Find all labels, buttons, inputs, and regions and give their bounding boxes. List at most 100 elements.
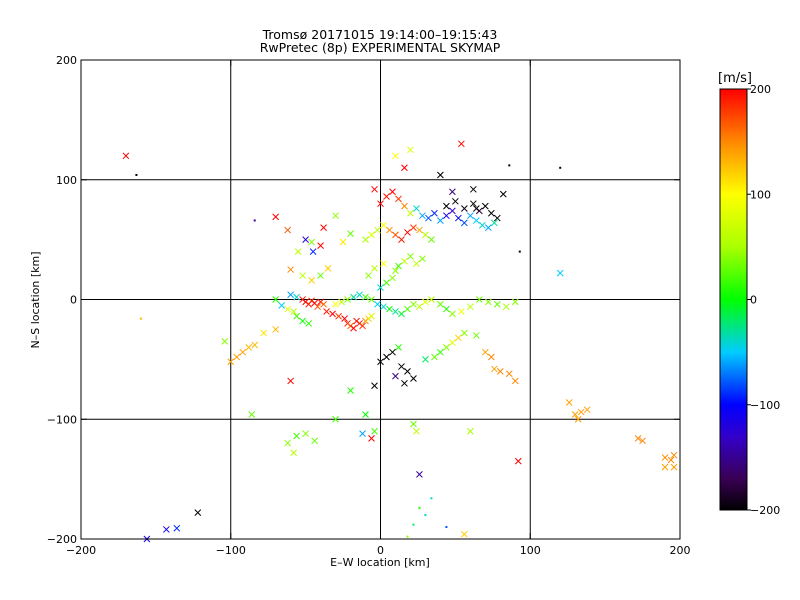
cross-stroke — [484, 224, 492, 232]
colorbar: 200 100 0 −100 −200 — [719, 83, 780, 517]
cross-stroke — [410, 224, 417, 232]
cross-stroke — [308, 276, 315, 284]
data-point-cross — [221, 338, 229, 345]
data-point-cross — [437, 300, 444, 308]
cross-stroke — [634, 435, 642, 442]
cross-stroke — [407, 146, 414, 154]
cross-stroke — [284, 226, 292, 234]
data-point-cross — [410, 375, 417, 382]
cross-stroke — [452, 197, 459, 205]
cross-stroke — [437, 217, 444, 224]
data-point-cross — [449, 339, 456, 346]
data-point-cross — [493, 300, 501, 308]
cross-stroke — [443, 212, 450, 220]
cross-stroke — [419, 212, 426, 220]
cross-stroke — [339, 238, 347, 246]
data-point-cross — [356, 291, 363, 299]
cross-stroke — [410, 300, 417, 308]
data-point-cross — [404, 305, 411, 313]
data-point-cross — [368, 231, 375, 239]
cross-stroke — [407, 209, 414, 217]
data-point-cross — [661, 463, 669, 471]
data-point-dot — [412, 523, 415, 526]
cross-stroke — [670, 463, 678, 471]
chart-subtitle: RwPretec (8p) EXPERIMENTAL SKYMAP — [260, 40, 501, 55]
data-point-cross — [359, 430, 366, 437]
data-point-cross — [368, 435, 375, 442]
cross-stroke — [383, 353, 390, 361]
cross-stroke — [458, 308, 465, 315]
data-point-cross — [374, 226, 381, 234]
cross-stroke — [556, 269, 564, 277]
cross-stroke — [362, 293, 369, 301]
cross-stroke — [565, 399, 573, 406]
cross-stroke — [311, 437, 318, 445]
cross-stroke — [368, 231, 375, 239]
cross-stroke — [577, 408, 585, 416]
data-point-cross — [437, 348, 444, 356]
data-point-cross — [443, 305, 450, 313]
data-point-cross — [407, 146, 414, 154]
cross-stroke — [380, 260, 387, 267]
data-point-cross — [472, 217, 480, 224]
data-point-dot — [135, 173, 138, 176]
cross-stroke — [287, 291, 295, 299]
data-point-cross — [416, 470, 423, 478]
cross-stroke — [392, 231, 399, 239]
cross-stroke — [272, 296, 280, 303]
data-point-cross — [293, 293, 300, 301]
data-point-cross — [294, 248, 302, 255]
data-point-cross — [341, 315, 348, 323]
data-point-cross — [302, 430, 309, 437]
cross-stroke — [478, 221, 486, 229]
cross-stroke — [481, 348, 489, 356]
cross-stroke — [487, 353, 495, 361]
cross-stroke — [365, 272, 372, 279]
colorbar-tick-label: 0 — [750, 294, 757, 307]
cross-stroke — [309, 248, 317, 255]
data-point-cross — [392, 308, 399, 315]
cross-stroke — [449, 339, 456, 346]
data-point-cross — [309, 248, 317, 255]
data-point-cross — [173, 524, 181, 532]
data-point-cross — [362, 293, 369, 301]
cross-stroke — [499, 190, 507, 198]
cross-stroke — [347, 387, 354, 394]
cross-stroke — [398, 310, 405, 318]
data-point-cross — [324, 265, 332, 272]
data-point-cross — [245, 344, 253, 351]
cross-stroke — [302, 430, 309, 437]
cross-stroke — [571, 411, 579, 418]
cross-stroke — [392, 267, 399, 275]
cross-stroke — [293, 312, 300, 320]
cross-stroke — [377, 284, 384, 291]
cross-stroke — [293, 293, 300, 301]
plot-area — [81, 60, 680, 539]
cross-stroke — [371, 382, 378, 390]
cross-stroke — [284, 439, 292, 447]
y-axis-label: N–S location [km] — [29, 251, 42, 348]
cross-stroke — [335, 312, 342, 320]
cross-stroke — [428, 236, 435, 243]
cross-stroke — [449, 207, 456, 215]
cross-stroke — [260, 329, 268, 337]
colorbar-bar — [719, 88, 748, 511]
data-point-cross — [284, 226, 292, 234]
data-point-cross — [284, 439, 292, 447]
data-point-cross — [317, 242, 324, 249]
data-point-cross — [583, 406, 591, 414]
data-point-cross — [469, 200, 477, 208]
data-point-cross — [380, 221, 387, 229]
data-point-cross — [272, 296, 280, 303]
data-point-cross — [416, 303, 423, 311]
cross-stroke — [404, 229, 411, 236]
cross-stroke — [401, 164, 408, 172]
data-point-cross — [511, 377, 519, 385]
data-point-cross — [272, 213, 280, 221]
x-axis-label: E–W location [km] — [330, 556, 430, 569]
data-point-cross — [487, 209, 495, 217]
cross-stroke — [505, 370, 513, 378]
data-point-cross — [305, 320, 312, 327]
data-point-cross — [380, 260, 387, 267]
